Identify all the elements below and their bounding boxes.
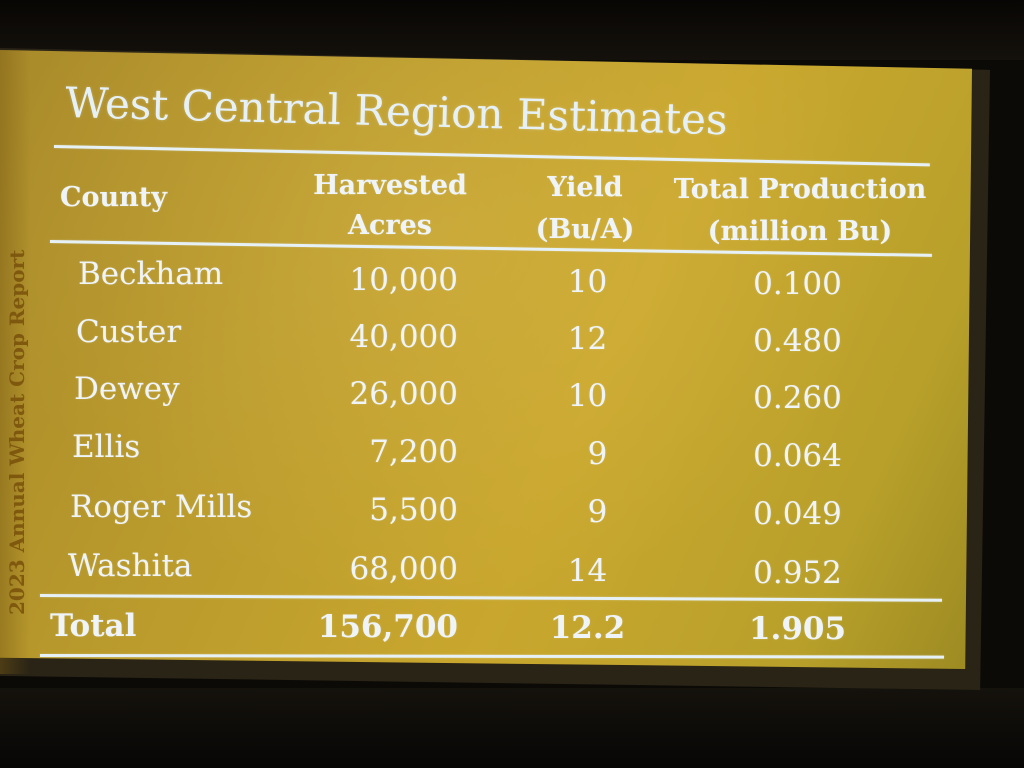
row-3-acres: 26,000 — [349, 376, 458, 412]
header-acres-line1: Harvested — [313, 170, 467, 201]
header-production-line1: Total Production — [673, 174, 927, 205]
header-county: County — [60, 182, 167, 213]
total-production: 1.905 — [748, 611, 847, 647]
row-5-acres: 5,500 — [369, 492, 458, 528]
row-4-acres: 7,200 — [369, 434, 458, 470]
row-6-acres: 68,000 — [349, 551, 458, 587]
row-5-production: 0.049 — [753, 496, 842, 532]
header-yield-line2: (Bu/A) — [535, 214, 635, 245]
total-label: Total — [50, 608, 137, 644]
row-2-acres: 40,000 — [349, 319, 458, 355]
slide-side-strip — [0, 50, 30, 674]
row-6-yield: 14 — [567, 553, 608, 589]
row-5-county: Roger Mills — [70, 489, 253, 525]
total-yield: 12.2 — [549, 610, 626, 646]
row-4-county: Ellis — [72, 429, 141, 465]
total-acres: 156,700 — [317, 609, 458, 645]
row-1-yield: 10 — [567, 264, 608, 300]
header-acres-line2: Acres — [348, 210, 432, 241]
row-3-yield: 10 — [567, 378, 608, 414]
row-2-yield: 12 — [567, 321, 608, 357]
room-background-top — [0, 0, 1024, 60]
row-6-production: 0.952 — [753, 555, 842, 591]
row-5-yield: 9 — [587, 494, 608, 530]
row-6-county: Washita — [68, 548, 193, 584]
row-1-county: Beckham — [78, 256, 224, 292]
row-1-production: 0.100 — [753, 266, 842, 302]
header-yield-line1: Yield — [547, 172, 623, 203]
row-1-acres: 10,000 — [349, 262, 458, 298]
row-3-county: Dewey — [74, 371, 180, 407]
row-4-yield: 9 — [587, 436, 608, 472]
room-background-bottom — [0, 688, 1024, 768]
row-4-production: 0.064 — [753, 438, 842, 474]
row-3-production: 0.260 — [753, 380, 842, 416]
row-2-production: 0.480 — [753, 323, 842, 359]
row-2-county: Custer — [76, 314, 182, 350]
header-production-line2: (million Bu) — [707, 216, 893, 247]
slide-side-label: 2023 Annual Wheat Crop Report — [5, 249, 29, 615]
